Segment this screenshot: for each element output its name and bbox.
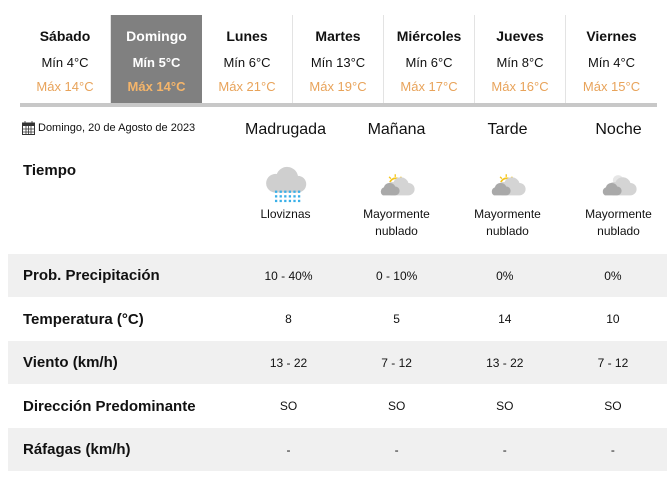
row-label: Prob. Precipitación — [23, 267, 160, 284]
day-tab-0[interactable]: Sábado Mín 4°C Máx 14°C — [20, 15, 111, 103]
row-label: Temperatura (°C) — [23, 310, 144, 328]
day-min: Mín 8°C — [496, 55, 544, 70]
day-tab-5[interactable]: Jueves Mín 8°C Máx 16°C — [475, 15, 566, 103]
weather-label: Tiempo — [23, 162, 77, 179]
weather-text: Mayormente nublado — [363, 207, 430, 238]
day-max: Máx 15°C — [582, 79, 641, 94]
day-tab-6[interactable]: Viernes Mín 4°C Máx 15°C — [566, 15, 657, 103]
table-row: Dirección Predominante SO SO SO SO — [8, 385, 667, 428]
period-header: Noche — [595, 121, 642, 138]
row-value: - — [610, 442, 615, 457]
row-value: SO — [387, 399, 406, 413]
period-header: Madrugada — [245, 121, 326, 138]
row-value: 7 - 12 — [597, 355, 629, 370]
table-row: Ráfagas (km/h) - - - - — [8, 428, 667, 471]
row-label: Ráfagas (km/h) — [23, 441, 131, 458]
day-name: Sábado — [39, 28, 91, 44]
partly-cloudy-night-icon — [563, 163, 667, 203]
day-min: Mín 5°C — [132, 55, 181, 70]
day-tabs: Sábado Mín 4°C Máx 14°C Domingo Mín 5°C Máx 1… — [20, 15, 657, 107]
day-name: Viernes — [586, 28, 637, 44]
row-value: SO — [604, 399, 622, 413]
day-min: Mín 13°C — [310, 55, 366, 70]
day-tab-3[interactable]: Martes Mín 13°C Máx 19°C — [293, 15, 384, 103]
day-max: Máx 21°C — [218, 79, 276, 94]
row-value: 13 - 22 — [269, 355, 308, 370]
weather-text: Lloviznas — [260, 207, 311, 221]
row-value: SO — [279, 399, 298, 413]
row-value: 10 - 40% — [264, 268, 313, 283]
selected-date: Domingo, 20 de Agosto de 2023 — [22, 121, 195, 135]
row-value: 0% — [496, 268, 514, 283]
row-label: Viento (km/h) — [23, 354, 118, 371]
calendar-icon — [22, 121, 35, 135]
row-value: 5 — [393, 312, 400, 326]
day-tab-4[interactable]: Miércoles Mín 6°C Máx 17°C — [384, 15, 475, 103]
day-min: Mín 4°C — [41, 55, 89, 70]
row-value: 7 - 12 — [381, 355, 412, 370]
period-header: Mañana — [367, 121, 426, 138]
day-name: Martes — [315, 28, 361, 44]
table-row: Temperatura (°C) 8 5 14 10 — [8, 298, 667, 341]
day-min: Mín 6°C — [405, 55, 453, 70]
day-min: Mín 6°C — [223, 55, 271, 70]
row-value: 14 — [498, 312, 512, 326]
day-min: Mín 4°C — [587, 55, 636, 70]
row-value: 0 - 10% — [375, 268, 418, 283]
weather-text: Mayormente nublado — [474, 207, 541, 238]
table-row: Viento (km/h) 13 - 22 7 - 12 13 - 22 7 - 12 — [8, 341, 667, 384]
row-value: 13 - 22 — [486, 355, 524, 370]
period-header: Tarde — [487, 121, 528, 138]
day-max: Máx 14°C — [127, 79, 186, 94]
day-max: Máx 17°C — [400, 79, 458, 94]
row-value: 10 — [606, 312, 620, 326]
day-name: Jueves — [496, 28, 544, 44]
partly-cloudy-day-icon — [341, 163, 452, 203]
row-value: 8 — [285, 312, 292, 326]
day-name: Domingo — [126, 28, 187, 44]
row-value: - — [394, 442, 399, 457]
day-name: Miércoles — [396, 28, 462, 44]
day-tab-1[interactable]: Domingo Mín 5°C Máx 14°C — [111, 15, 202, 103]
day-max: Máx 16°C — [491, 79, 549, 94]
weather-text: Mayormente nublado — [585, 207, 652, 238]
row-label: Dirección Predominante — [23, 397, 196, 415]
row-value: - — [502, 442, 507, 457]
day-tab-2[interactable]: Lunes Mín 6°C Máx 21°C — [202, 15, 293, 103]
row-value: 0% — [604, 268, 622, 283]
table-row: Prob. Precipitación 10 - 40% 0 - 10% 0% 0% — [8, 254, 667, 297]
date-text: Domingo, 20 de Agosto de 2023 — [38, 122, 196, 134]
drizzle-icon — [230, 163, 341, 203]
row-value: - — [286, 442, 291, 457]
day-name: Lunes — [226, 28, 268, 44]
partly-cloudy-day-icon — [452, 163, 563, 203]
row-value: SO — [496, 399, 514, 413]
day-max: Máx 14°C — [36, 79, 94, 94]
day-max: Máx 19°C — [309, 79, 367, 94]
